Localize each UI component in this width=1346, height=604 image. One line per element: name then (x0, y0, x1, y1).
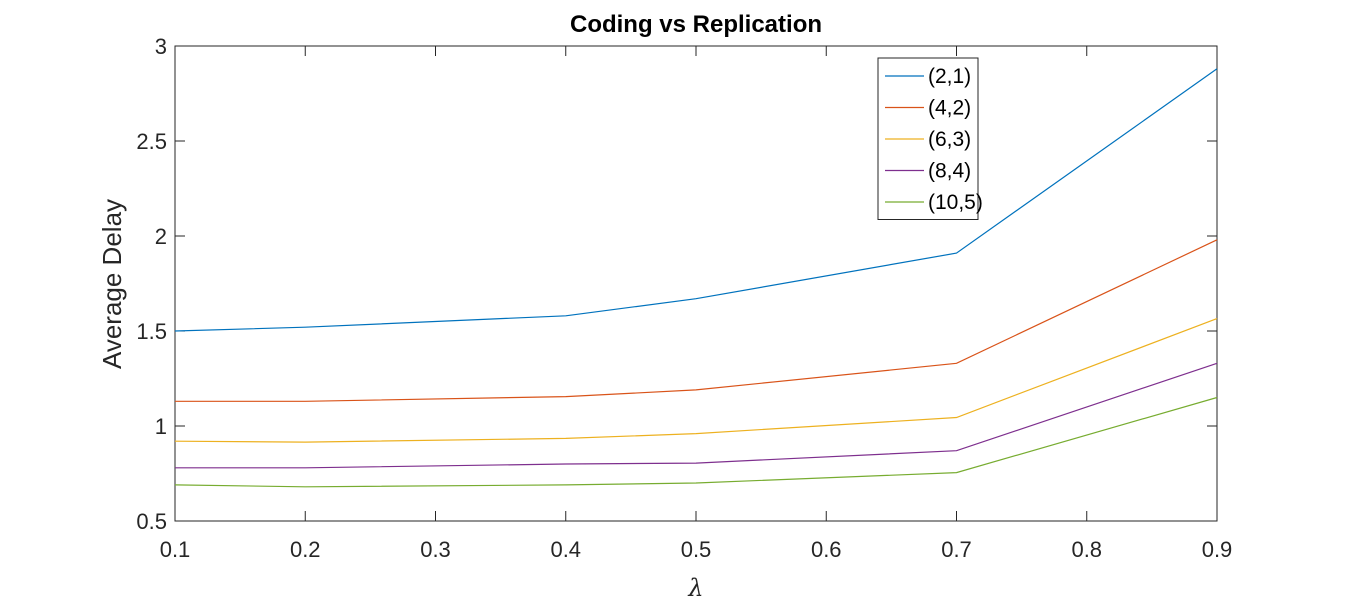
y-tick-label: 3 (155, 34, 167, 59)
y-tick-label: 0.5 (136, 509, 167, 534)
y-tick-label: 1.5 (136, 319, 167, 344)
plot-area (174, 45, 1218, 522)
series-line (174, 318, 1218, 443)
series-line (174, 396, 1218, 488)
legend-label: (8,4) (928, 160, 971, 183)
x-tick-label: 0.7 (941, 537, 972, 562)
x-tick-label: 0.5 (681, 537, 712, 562)
chart-title: Coding vs Replication (570, 11, 822, 38)
series-lines (174, 68, 1218, 488)
x-tick-label: 0.1 (160, 537, 191, 562)
legend-label: (4,2) (928, 97, 971, 120)
x-tick-label: 0.2 (290, 537, 321, 562)
y-tick-label: 2 (155, 224, 167, 249)
axis-ticks: 0.1 0.2 0.3 0.4 0.5 0.6 0.7 0.8 0.9 0.5 1 1.5 2 2.5 3 (136, 34, 1232, 562)
y-axis-label: Average Delay (97, 199, 127, 369)
legend-label: (2,1) (928, 65, 971, 88)
legend-label: (6,3) (928, 128, 971, 151)
x-tick-label: 0.4 (550, 537, 581, 562)
x-tick-label: 0.3 (420, 537, 451, 562)
legend: (2,1) (4,2) (6,3) (8,4) (10,5) (877, 57, 983, 220)
series-line (175, 362, 1218, 469)
y-tick-label: 1 (155, 414, 167, 439)
series-line (174, 68, 1218, 332)
x-tick-label: 0.9 (1202, 537, 1233, 562)
y-tick-label: 2.5 (136, 129, 167, 154)
series-line (175, 239, 1218, 402)
x-tick-label: 0.8 (1071, 537, 1102, 562)
x-tick-label: 0.6 (811, 537, 842, 562)
x-axis-label: λ (687, 574, 703, 602)
legend-label: (10,5) (928, 191, 983, 214)
